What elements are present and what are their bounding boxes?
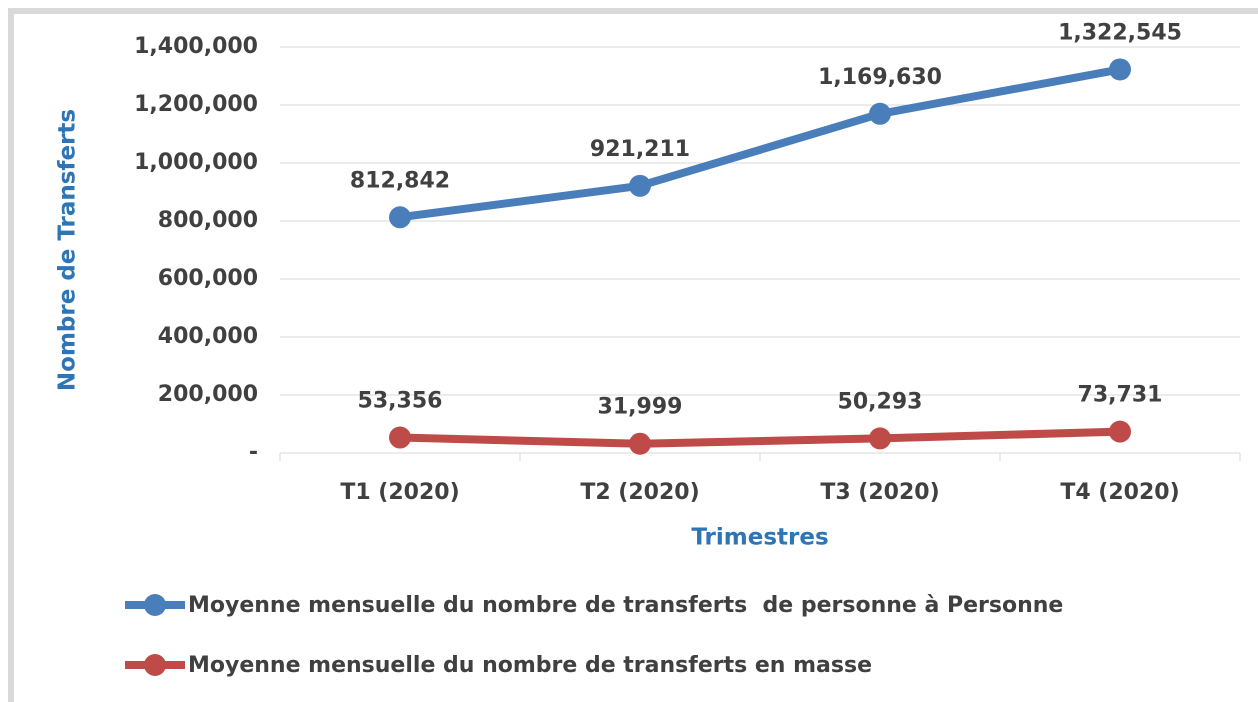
legend-label: Moyenne mensuelle du nombre de transfert…	[188, 593, 1063, 618]
y-tick-label: 800,000	[158, 208, 258, 233]
data-label: 1,169,630	[818, 65, 942, 90]
data-point	[629, 174, 651, 197]
legend-marker	[144, 594, 166, 616]
x-tick-label: T2 (2020)	[580, 480, 699, 505]
legend-marker	[144, 654, 166, 676]
data-point	[389, 426, 411, 449]
data-point	[389, 206, 411, 229]
data-label: 50,293	[838, 389, 923, 414]
y-tick-label: 1,000,000	[134, 150, 258, 175]
data-point	[1109, 420, 1131, 443]
y-tick-label: 1,200,000	[134, 92, 258, 117]
data-label: 73,731	[1078, 383, 1163, 408]
y-tick-label: 200,000	[158, 382, 258, 407]
y-axis-title: Nombre de Transferts	[55, 109, 81, 391]
data-label: 1,322,545	[1058, 20, 1182, 45]
series-line	[399, 65, 1121, 222]
y-tick-label: 600,000	[158, 266, 258, 291]
data-label: 53,356	[358, 389, 443, 414]
x-tick-label: T3 (2020)	[820, 480, 939, 505]
data-point	[869, 427, 891, 450]
legend-label: Moyenne mensuelle du nombre de transfert…	[188, 653, 872, 678]
data-point	[869, 102, 891, 125]
x-axis-title: Trimestres	[691, 525, 828, 551]
series-line	[399, 427, 1121, 448]
data-label: 812,842	[350, 168, 450, 193]
y-tick-label: 1,400,000	[134, 34, 258, 59]
data-point	[629, 432, 651, 455]
data-label: 31,999	[598, 395, 683, 420]
data-point	[1109, 58, 1131, 81]
y-tick-label: -	[249, 440, 258, 465]
x-tick-label: T4 (2020)	[1060, 480, 1179, 505]
frame	[8, 8, 1258, 702]
y-tick-label: 400,000	[158, 324, 258, 349]
x-tick-label: T1 (2020)	[340, 480, 459, 505]
data-label: 921,211	[590, 137, 690, 162]
